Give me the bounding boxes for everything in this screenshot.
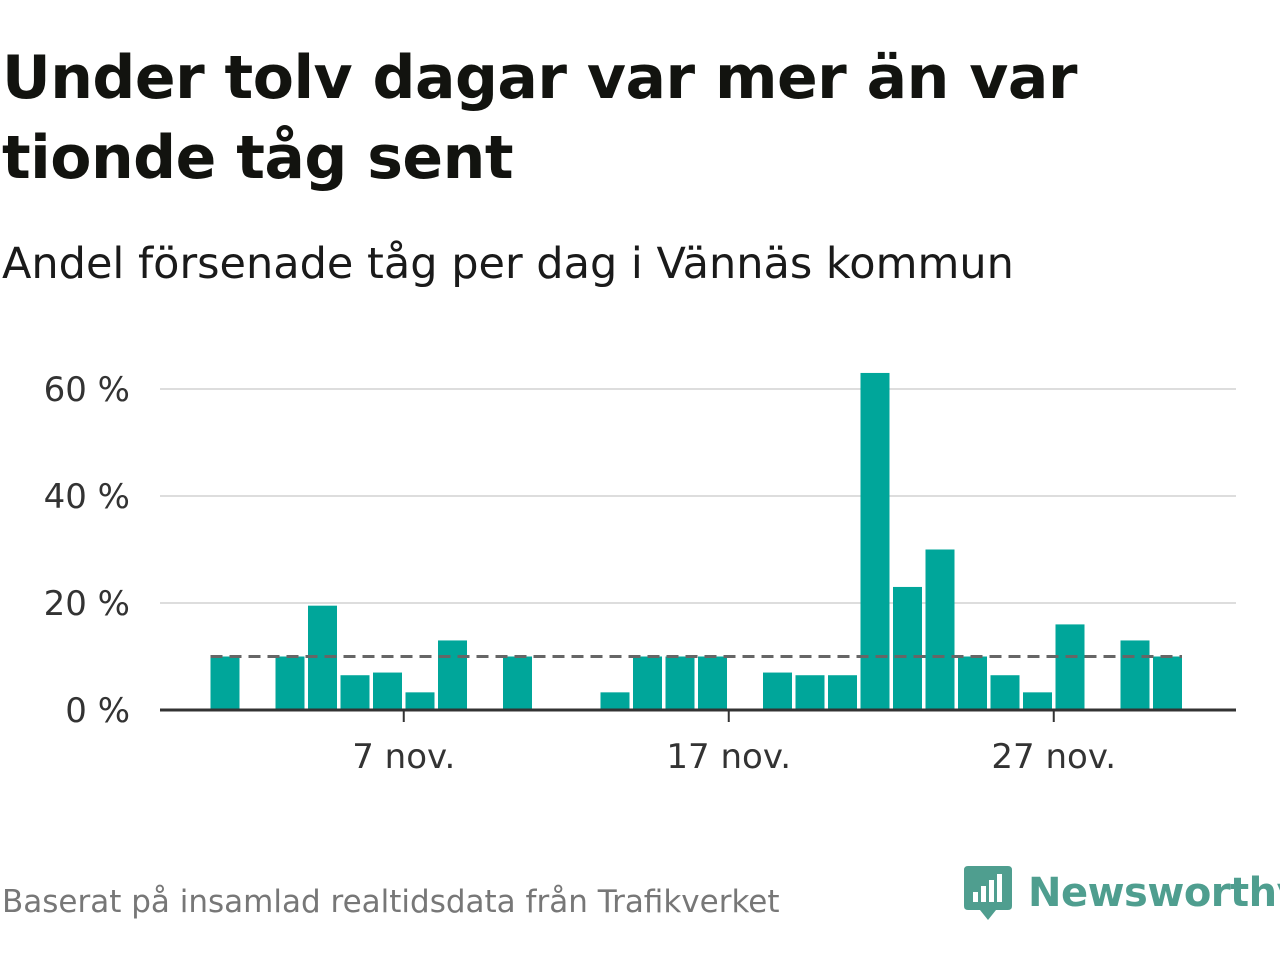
- bar: [1120, 640, 1150, 710]
- bar: [763, 672, 792, 710]
- x-tick-label: 17 nov.: [666, 737, 791, 777]
- bar: [600, 692, 630, 710]
- x-tick-label: 7 nov.: [352, 737, 455, 777]
- x-axis-ticks: 7 nov. 17 nov. 27 nov.: [352, 710, 1116, 777]
- bar: [210, 656, 240, 710]
- bar: [340, 675, 370, 710]
- y-tick-label: 60 %: [44, 370, 130, 410]
- chart-subtitle: Andel försenade tåg per dag i Vännäs kom…: [2, 239, 1014, 289]
- bar: [925, 549, 955, 710]
- brand-name: Newsworthy: [1028, 870, 1280, 916]
- bar: [860, 372, 890, 710]
- bar: [958, 656, 987, 710]
- bar: [275, 656, 305, 710]
- y-tick-label: 40 %: [44, 477, 130, 517]
- bar: [405, 692, 435, 710]
- bars: [210, 372, 1182, 710]
- bar: [698, 656, 727, 710]
- y-tick-label: 0 %: [65, 691, 130, 731]
- bar: [1055, 624, 1085, 710]
- gridlines: [160, 388, 1236, 604]
- newsworthy-logo-icon: [964, 866, 1012, 920]
- chart-title: Under tolv dagar var mer än var tionde t…: [2, 43, 1077, 193]
- bar: [1153, 656, 1182, 710]
- bar: [373, 672, 402, 710]
- bar: [828, 675, 857, 710]
- y-tick-label: 20 %: [44, 584, 130, 624]
- newsworthy-logo[interactable]: Newsworthy: [962, 862, 1280, 924]
- y-axis-ticks: 0 % 20 % 40 % 60 %: [44, 370, 130, 731]
- bar: [438, 640, 467, 710]
- bar: [795, 675, 825, 710]
- bar: [893, 586, 922, 710]
- source-note: Baserat på insamlad realtidsdata från Tr…: [2, 884, 780, 920]
- bar: [503, 656, 532, 710]
- bar-chart: 0 % 20 % 40 % 60 % 7 nov. 17 nov. 27 nov.: [44, 370, 1236, 777]
- bar: [1023, 692, 1052, 710]
- bar: [633, 656, 662, 710]
- bar: [665, 656, 695, 710]
- bar: [990, 675, 1020, 710]
- x-tick-label: 27 nov.: [991, 737, 1116, 777]
